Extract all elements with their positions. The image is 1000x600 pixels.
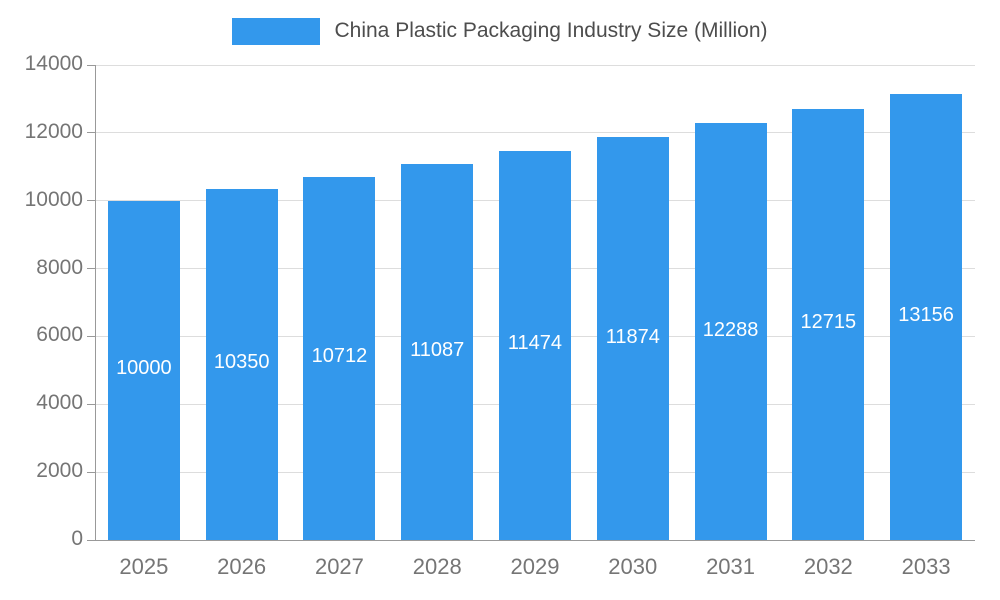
x-tick-label: 2033 — [901, 554, 951, 579]
x-tick-label: 2029 — [510, 554, 560, 579]
y-tick-mark — [87, 539, 95, 541]
bar-value-label: 10712 — [311, 345, 368, 368]
y-tick-mark — [87, 132, 95, 134]
bar — [499, 150, 571, 540]
bar-value-label: 11087 — [410, 338, 465, 361]
y-tick-label: 4000 — [36, 391, 83, 415]
bar — [694, 123, 767, 540]
bar — [890, 93, 963, 540]
y-tick-label: 2000 — [36, 459, 83, 483]
y-tick-label: 0 — [71, 527, 83, 550]
bar-value-label: 11874 — [605, 325, 660, 348]
x-tick-label: 2030 — [608, 554, 658, 579]
x-tick-label: 2032 — [803, 554, 853, 579]
bar — [401, 163, 474, 540]
gridline — [95, 64, 975, 66]
bar-value-label: 13156 — [898, 303, 954, 326]
y-tick-label: 10000 — [24, 187, 83, 211]
y-tick-label: 12000 — [24, 119, 83, 143]
bar — [596, 137, 669, 540]
bar-value-label: 12715 — [800, 311, 857, 334]
legend-swatch — [232, 17, 321, 45]
bar — [792, 108, 865, 540]
bar-value-label: 11474 — [507, 332, 563, 355]
x-tick-label: 2025 — [119, 554, 169, 579]
x-axis-line — [95, 540, 975, 541]
bar — [303, 176, 376, 540]
y-tick-mark — [87, 471, 95, 473]
bar — [107, 200, 180, 540]
legend: China Plastic Packaging Industry Size (M… — [0, 15, 1000, 47]
y-tick-mark — [87, 268, 95, 270]
y-tick-label: 8000 — [36, 255, 83, 279]
chart-title: China Plastic Packaging Industry Size (M… — [334, 19, 768, 42]
x-tick-label: 2027 — [314, 554, 364, 579]
bar-value-label: 10000 — [116, 357, 172, 380]
y-tick-label: 14000 — [24, 52, 83, 75]
y-tick-label: 6000 — [36, 323, 83, 347]
x-tick-label: 2026 — [217, 554, 267, 579]
bar-value-label: 10350 — [213, 351, 270, 374]
gridline — [95, 132, 975, 134]
y-tick-mark — [87, 335, 95, 337]
y-axis-line — [95, 65, 96, 540]
bar — [205, 188, 278, 540]
y-tick-mark — [87, 64, 95, 66]
x-tick-label: 2028 — [412, 554, 462, 579]
bar-value-label: 12288 — [702, 318, 759, 341]
y-tick-mark — [87, 403, 95, 405]
x-tick-label: 2031 — [706, 554, 756, 579]
y-tick-mark — [87, 200, 95, 202]
